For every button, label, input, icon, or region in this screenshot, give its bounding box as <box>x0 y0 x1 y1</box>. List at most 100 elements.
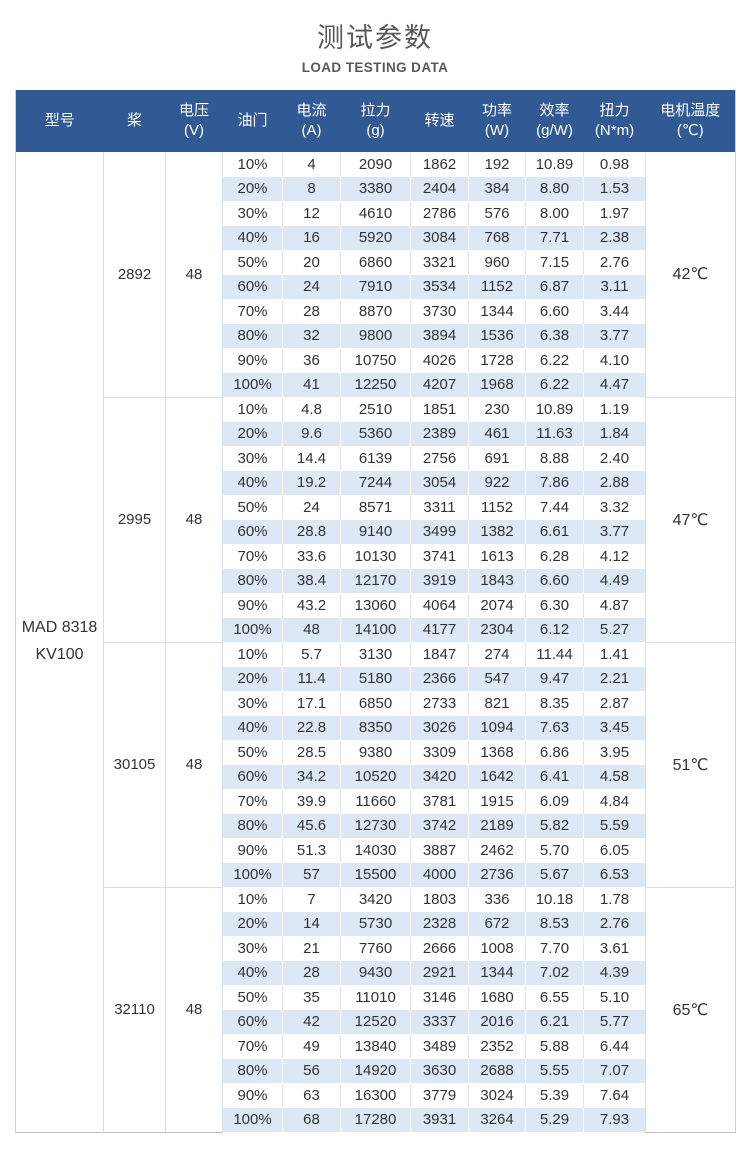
current-cell: 12 <box>282 201 341 226</box>
rpm-cell: 3781 <box>410 789 469 814</box>
model-cell: MAD 8318 KV100 <box>15 152 104 1132</box>
throttle-cell: 60% <box>222 764 283 790</box>
throttle-cell: 100% <box>222 1107 283 1133</box>
torque-cell: 3.44 <box>583 299 646 324</box>
rpm-cell: 4026 <box>410 348 469 373</box>
power-cell: 2736 <box>468 862 526 888</box>
efficiency-cell: 11.63 <box>525 421 584 447</box>
power-cell: 461 <box>468 421 526 447</box>
efficiency-cell: 5.88 <box>525 1034 584 1059</box>
thrust-cell: 14030 <box>340 838 411 863</box>
thrust-cell: 5360 <box>340 421 411 447</box>
rpm-cell: 3084 <box>410 225 469 251</box>
rpm-cell: 3311 <box>410 495 469 520</box>
throttle-cell: 90% <box>222 1083 283 1108</box>
throttle-cell: 50% <box>222 250 283 275</box>
table-row: 32110 48 10% 7 3420 1803 336 10.18 1.78 65℃ <box>16 887 736 1133</box>
efficiency-cell: 5.82 <box>525 813 584 839</box>
table-header: 型号 桨 电压 (V) 油门 电流 (A) 拉力 (g) 转速 功率 (W) 效率 (g/… <box>15 90 736 152</box>
rpm-cell: 3742 <box>410 813 469 839</box>
efficiency-cell: 6.22 <box>525 348 584 373</box>
efficiency-cell: 5.70 <box>525 838 584 863</box>
table-row: 80% 56 14920 3630 2688 5.55 7.07 <box>16 1058 736 1084</box>
temp-cell: 42℃ <box>645 152 736 398</box>
efficiency-cell: 6.28 <box>525 544 584 569</box>
rpm-cell: 3321 <box>410 250 469 275</box>
thrust-cell: 13840 <box>340 1034 411 1059</box>
thrust-cell: 9140 <box>340 519 411 545</box>
efficiency-cell: 8.35 <box>525 691 584 716</box>
current-cell: 20 <box>282 250 341 275</box>
power-cell: 1728 <box>468 348 526 373</box>
rpm-cell: 2389 <box>410 421 469 447</box>
efficiency-cell: 7.86 <box>525 470 584 496</box>
thrust-cell: 17280 <box>340 1107 411 1133</box>
table-row: 60% 24 7910 3534 1152 6.87 3.11 <box>16 274 736 300</box>
table-row: 30% 17.1 6850 2733 821 8.35 2.87 <box>16 691 736 716</box>
efficiency-cell: 6.55 <box>525 985 584 1010</box>
torque-cell: 3.11 <box>583 274 646 300</box>
torque-cell: 4.49 <box>583 568 646 594</box>
thrust-cell: 10520 <box>340 764 411 790</box>
power-cell: 1152 <box>468 274 526 300</box>
throttle-cell: 30% <box>222 691 283 716</box>
thrust-cell: 11660 <box>340 789 411 814</box>
rpm-cell: 3534 <box>410 274 469 300</box>
temp-cell: 65℃ <box>645 887 736 1133</box>
torque-cell: 1.78 <box>583 887 646 912</box>
rpm-cell: 3630 <box>410 1058 469 1084</box>
thrust-cell: 14100 <box>340 617 411 643</box>
efficiency-cell: 5.67 <box>525 862 584 888</box>
page-subtitle: LOAD TESTING DATA <box>301 60 449 75</box>
power-cell: 691 <box>468 446 526 471</box>
throttle-cell: 80% <box>222 568 283 594</box>
throttle-cell: 50% <box>222 985 283 1010</box>
power-cell: 1536 <box>468 323 526 349</box>
current-cell: 28 <box>282 299 341 324</box>
power-cell: 821 <box>468 691 526 716</box>
torque-cell: 3.95 <box>583 740 646 765</box>
page-title: 测试参数 <box>317 23 433 53</box>
efficiency-cell: 6.22 <box>525 372 584 398</box>
table-row: 40% 28 9430 2921 1344 7.02 4.39 <box>16 960 736 986</box>
current-cell: 28.5 <box>282 740 341 765</box>
current-cell: 4.8 <box>282 397 341 422</box>
efficiency-cell: 7.70 <box>525 936 584 961</box>
throttle-cell: 10% <box>222 887 283 912</box>
rpm-cell: 4064 <box>410 593 469 618</box>
rpm-cell: 4207 <box>410 372 469 398</box>
efficiency-cell: 6.38 <box>525 323 584 349</box>
efficiency-cell: 5.39 <box>525 1083 584 1108</box>
torque-cell: 7.93 <box>583 1107 646 1133</box>
thrust-cell: 8350 <box>340 715 411 741</box>
thrust-cell: 3130 <box>340 642 411 667</box>
efficiency-cell: 5.29 <box>525 1107 584 1133</box>
torque-cell: 1.41 <box>583 642 646 667</box>
thrust-cell: 15500 <box>340 862 411 888</box>
header-cell-efficiency: 效率 (g/W) <box>525 90 584 152</box>
current-cell: 5.7 <box>282 642 341 667</box>
efficiency-cell: 6.87 <box>525 274 584 300</box>
table-row: 100% 57 15500 4000 2736 5.67 6.53 <box>16 862 736 888</box>
torque-cell: 5.59 <box>583 813 646 839</box>
torque-cell: 4.39 <box>583 960 646 986</box>
table-row: 80% 38.4 12170 3919 1843 6.60 4.49 <box>16 568 736 594</box>
table-row: 60% 42 12520 3337 2016 6.21 5.77 <box>16 1009 736 1035</box>
thrust-cell: 9380 <box>340 740 411 765</box>
current-cell: 24 <box>282 274 341 300</box>
thrust-cell: 4610 <box>340 201 411 226</box>
throttle-cell: 20% <box>222 176 283 202</box>
rpm-cell: 1862 <box>410 152 469 177</box>
rpm-cell: 3741 <box>410 544 469 569</box>
torque-cell: 4.84 <box>583 789 646 814</box>
power-cell: 1382 <box>468 519 526 545</box>
temp-cell: 47℃ <box>645 397 736 643</box>
rpm-cell: 3337 <box>410 1009 469 1035</box>
power-cell: 2352 <box>468 1034 526 1059</box>
rpm-cell: 3499 <box>410 519 469 545</box>
table-row: 100% 41 12250 4207 1968 6.22 4.47 <box>16 372 736 398</box>
thrust-cell: 13060 <box>340 593 411 618</box>
torque-cell: 4.58 <box>583 764 646 790</box>
table-row: 80% 45.6 12730 3742 2189 5.82 5.59 <box>16 813 736 839</box>
efficiency-cell: 10.89 <box>525 152 584 177</box>
